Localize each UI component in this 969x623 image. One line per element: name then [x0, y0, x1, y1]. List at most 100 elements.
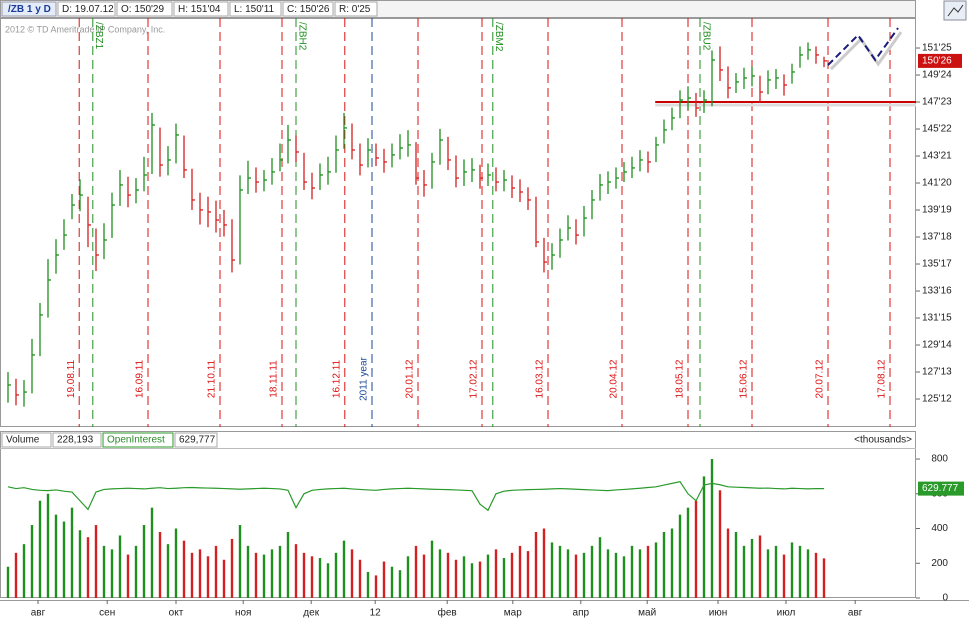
volume-bar — [198, 549, 202, 598]
menu-icon — [947, 4, 964, 17]
volume-bar — [134, 545, 138, 598]
volume-bar — [510, 552, 514, 598]
header-cell — [334, 1, 378, 17]
header-date: D: 19.07.12 — [62, 4, 114, 15]
volume-bar — [718, 490, 722, 598]
volume-bar — [558, 545, 562, 598]
volume-bar — [710, 459, 714, 598]
event-label: 2011 year — [359, 356, 370, 400]
event-label: 21.10.11 — [207, 359, 218, 398]
header-cell — [102, 432, 174, 448]
volume-bar — [534, 531, 538, 598]
unit-label: <thousands> — [854, 435, 912, 446]
volume-bar — [318, 558, 322, 598]
volume-bar — [334, 552, 338, 598]
y-tick-label: 149'24 — [922, 70, 952, 81]
header-cell — [116, 1, 173, 17]
volume-bar — [14, 552, 18, 598]
chart-menu-button[interactable] — [943, 0, 967, 21]
volume-bar — [582, 552, 586, 598]
volume-bar — [670, 528, 674, 598]
event-label: 15.06.12 — [739, 359, 750, 398]
y-tick-label: 145'22 — [922, 124, 952, 135]
volume-bar — [182, 540, 186, 598]
volume-bar — [270, 549, 274, 598]
x-tick-label: май — [638, 608, 656, 619]
event-label: 20.01.12 — [405, 359, 416, 398]
volume-bar — [654, 542, 658, 598]
volume-bar — [214, 545, 218, 598]
volume-bar — [678, 514, 682, 598]
volume-bar — [30, 525, 34, 598]
volume-bar — [70, 507, 74, 598]
header-cell — [52, 432, 102, 448]
volume-bar — [494, 549, 498, 598]
x-tick-label: июн — [709, 608, 728, 619]
header-cell — [174, 432, 218, 448]
volume-bar — [310, 556, 314, 598]
y-tick-label: 137'18 — [922, 232, 952, 243]
volume-bar — [222, 559, 226, 598]
volume-bar — [758, 535, 762, 598]
x-tick-label: авг — [31, 608, 46, 619]
volume-bar — [398, 570, 402, 598]
volume-bar — [126, 554, 130, 598]
volume-bar — [46, 493, 50, 598]
volume-bar — [174, 528, 178, 598]
y-tick-label: 135'17 — [922, 259, 952, 270]
event-label: 16.03.12 — [535, 359, 546, 398]
header-cell — [1, 432, 52, 448]
event-label: 18.11.11 — [269, 360, 280, 398]
volume-bar — [606, 549, 610, 598]
volume-bar — [390, 566, 394, 598]
projection-line — [827, 27, 899, 66]
volume-bar — [814, 552, 818, 598]
symbol-box[interactable] — [1, 1, 57, 17]
volume-bar — [238, 525, 242, 598]
y-tick-label: 147'23 — [922, 97, 952, 108]
volume-bar — [790, 542, 794, 598]
volume-bar — [502, 558, 506, 598]
symbol: /ZB 1 y D — [8, 4, 51, 15]
copyright: 2012 © TD Ameritrade IP Company, Inc. — [5, 24, 165, 34]
volume-bar — [206, 556, 210, 598]
volume-bar — [630, 545, 634, 598]
x-tick-label: окт — [169, 608, 184, 619]
volume-bar — [94, 525, 98, 598]
volume-bar — [302, 552, 306, 598]
last-price-tag — [918, 53, 962, 68]
y-tick-label: 127'13 — [922, 367, 952, 378]
volume-bar — [542, 528, 546, 598]
header-bar — [0, 0, 916, 18]
price-panel — [0, 18, 916, 427]
volume-bar — [374, 575, 378, 598]
header-cell — [229, 1, 282, 17]
volume-bar — [166, 544, 170, 598]
volume-value: 228,193 — [57, 435, 94, 446]
volume-bar — [806, 549, 810, 598]
volume-bar — [486, 554, 490, 598]
volume-bar — [118, 535, 122, 598]
volume-bar — [38, 500, 42, 598]
volume-bar — [590, 545, 594, 598]
open-interest-line — [7, 480, 825, 512]
y-tick-label: 139'19 — [922, 205, 952, 216]
y-tick-label: 400 — [931, 523, 948, 534]
header-cell — [57, 1, 116, 17]
y-tick-label: 141'20 — [922, 178, 952, 189]
y-tick-label: 143'21 — [922, 151, 952, 162]
volume-bar — [518, 545, 522, 598]
volume-bar — [6, 566, 10, 598]
volume-bar — [566, 549, 570, 598]
volume-bar — [734, 531, 738, 598]
y-tick-label: 151'25 — [922, 43, 952, 54]
volume-bar — [262, 554, 266, 598]
volume-bar — [766, 549, 770, 598]
volume-bar — [454, 559, 458, 598]
volume-bar — [190, 552, 194, 598]
volume-bar — [294, 544, 298, 598]
y-tick-label: 800 — [931, 454, 948, 465]
y-tick-label: 131'15 — [922, 313, 952, 324]
volume-bar — [446, 552, 450, 598]
volume-bar — [78, 530, 82, 598]
